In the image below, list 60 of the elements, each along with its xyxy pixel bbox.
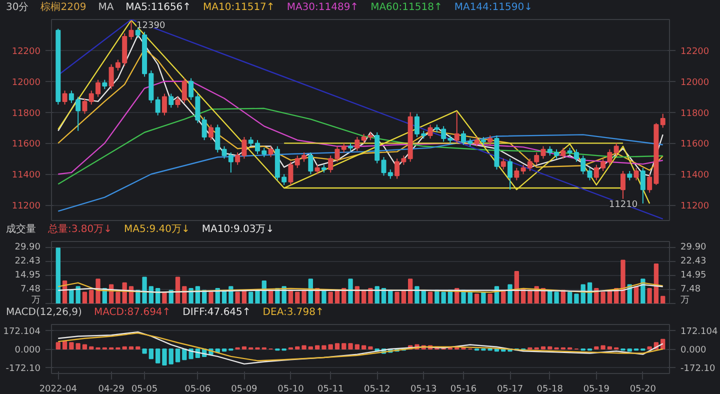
annotation: 11210: [608, 200, 638, 210]
x-tick-label: 05-09: [231, 384, 258, 394]
y2-tick-label: 11200: [680, 202, 710, 212]
text: DEA:3.798↑: [262, 307, 324, 318]
y-tick-label: 11200: [12, 202, 41, 212]
y-tick-label: 29.90: [14, 242, 41, 252]
text: MA60:11518↑: [370, 2, 442, 13]
text: MA10:11517↑: [203, 2, 275, 13]
y-tick-label: 万: [32, 296, 40, 306]
chart-title: 成交量: [6, 224, 36, 235]
y2-tick-label: 12000: [680, 78, 710, 88]
x-tick-label: 05-20: [630, 384, 656, 394]
y-tick-label: 7.48: [20, 284, 41, 294]
y2-tick-label: 11800: [680, 108, 710, 119]
y-tick-label: 11600: [12, 140, 41, 150]
y2-tick-label: 14.95: [680, 270, 706, 280]
x-tick-label: 04-29: [98, 384, 125, 394]
y2-tick-label: -172.10: [680, 364, 716, 374]
y-tick-label: 11800: [12, 108, 41, 119]
y2-tick-label: 11400: [680, 170, 710, 181]
x-tick-label: 05-13: [410, 384, 437, 394]
y2-tick-label: 29.90: [680, 242, 707, 252]
chart-subtitle: 棕榈2209: [40, 2, 86, 13]
text: DIFF:47.645↑: [182, 307, 251, 318]
chart-title: 30分: [6, 2, 29, 13]
y2-tick-label: 22.43: [680, 256, 706, 266]
x-tick-label: 05-17: [496, 384, 524, 394]
y2-tick-label: 11600: [680, 140, 710, 150]
y-tick-label: 11400: [12, 170, 41, 181]
y2-tick-label: 12200: [680, 46, 710, 57]
text: MACD:87.694↑: [94, 307, 171, 318]
x-tick-label: 05-19: [583, 384, 610, 394]
y2-tick-label: 7.48: [680, 284, 701, 294]
legend-title: MA: [98, 2, 114, 13]
y-tick-label: 22.43: [14, 256, 40, 266]
text: MA10:9.03万↓: [202, 224, 274, 235]
x-tick-label: 05-16: [450, 384, 477, 394]
x-tick-label: 05-18: [536, 384, 564, 394]
text: MA5:9.40万↓: [124, 224, 190, 235]
annotation: 12390: [136, 21, 166, 32]
x-tick-label: 05-11: [318, 384, 344, 394]
x-tick-label: 05-06: [184, 384, 212, 394]
text: MA30:11489↑: [286, 2, 359, 13]
chart-title: MACD(12,26,9): [6, 307, 82, 318]
y2-tick-label: 172.104: [680, 327, 718, 338]
y-tick-label: 14.95: [14, 270, 40, 280]
x-tick-label: 2022-04: [39, 384, 78, 394]
text: MA144:11590↓: [454, 2, 532, 13]
x-tick-label: 05-05: [131, 384, 158, 394]
y-tick-label: -172.10: [6, 364, 41, 374]
y2-tick-label: 0.000: [680, 346, 707, 356]
y-tick-label: 0.000: [14, 346, 41, 356]
series-label: 总量:3.80万↓: [48, 224, 112, 235]
y-tick-label: 12200: [12, 46, 41, 57]
text: MA5:11656↑: [126, 2, 192, 13]
y2-tick-label: 万: [680, 296, 690, 306]
x-tick-label: 05-12: [364, 384, 390, 394]
x-tick-label: 05-10: [278, 384, 304, 394]
y-tick-label: 172.104: [3, 327, 41, 338]
y-tick-label: 12000: [12, 78, 41, 88]
